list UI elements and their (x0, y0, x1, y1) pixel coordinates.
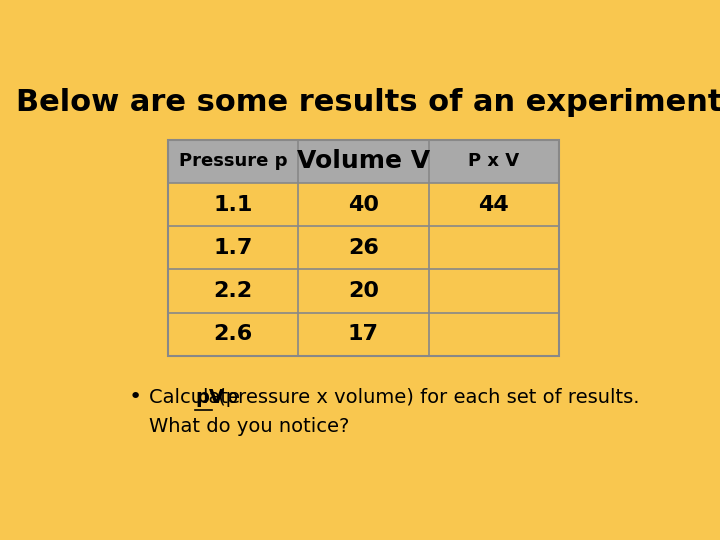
Text: P x V: P x V (468, 152, 519, 170)
Text: Calculate: Calculate (148, 388, 246, 407)
Text: •: • (129, 387, 143, 408)
Text: 2.2: 2.2 (214, 281, 253, 301)
Text: (pressure x volume) for each set of results.: (pressure x volume) for each set of resu… (212, 388, 639, 407)
Bar (168, 313, 559, 356)
Text: pV: pV (195, 388, 224, 407)
Text: 17: 17 (348, 324, 379, 344)
Text: Volume V: Volume V (297, 149, 430, 173)
Text: 44: 44 (478, 194, 509, 214)
Text: 20: 20 (348, 281, 379, 301)
Text: Pressure p: Pressure p (179, 152, 287, 170)
Bar (168, 226, 559, 269)
Text: What do you notice?: What do you notice? (148, 417, 349, 436)
Bar (168, 140, 559, 183)
Bar (168, 140, 559, 356)
Text: 2.6: 2.6 (214, 324, 253, 344)
Text: Below are some results of an experiment: Below are some results of an experiment (16, 87, 720, 117)
Bar (168, 269, 559, 313)
Text: 1.1: 1.1 (214, 194, 253, 214)
Text: 26: 26 (348, 238, 379, 258)
Bar (168, 183, 559, 226)
Text: 1.7: 1.7 (214, 238, 253, 258)
Text: 40: 40 (348, 194, 379, 214)
